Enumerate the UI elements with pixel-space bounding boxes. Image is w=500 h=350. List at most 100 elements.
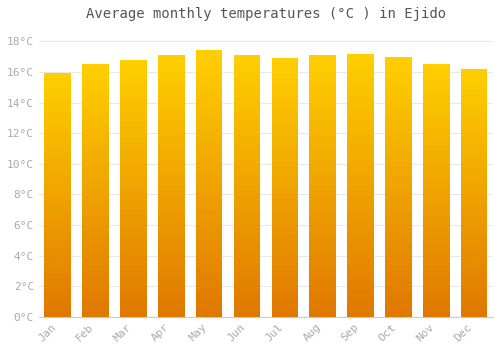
Bar [158,265,184,270]
Bar [461,89,487,94]
Bar [423,287,450,292]
Bar [196,114,222,120]
Bar [423,196,450,201]
Bar [44,273,71,278]
Bar [234,270,260,275]
Bar [272,265,298,270]
Bar [272,275,298,281]
Bar [423,105,450,110]
Bar [82,79,109,84]
Bar [461,213,487,218]
Bar [423,256,450,261]
Bar [44,98,71,103]
Bar [348,117,374,122]
Bar [158,170,184,175]
Bar [234,186,260,191]
Bar [461,99,487,104]
Bar [158,233,184,238]
Bar [461,208,487,213]
Bar [385,83,411,88]
Bar [461,124,487,128]
Bar [196,56,222,61]
Bar [158,306,184,312]
Bar [120,198,146,204]
Bar [196,226,222,232]
Bar [44,112,71,117]
Bar [385,62,411,67]
Bar [385,249,411,254]
Bar [234,249,260,254]
Bar [385,265,411,270]
Bar [44,83,71,88]
Bar [461,158,487,163]
Title: Average monthly temperatures (°C ) in Ejido: Average monthly temperatures (°C ) in Ej… [86,7,446,21]
Bar [423,155,450,160]
Bar [310,123,336,128]
Bar [234,175,260,181]
Bar [82,115,109,120]
Bar [461,237,487,243]
Bar [272,120,298,125]
Bar [234,191,260,196]
Bar [272,156,298,162]
Bar [348,75,374,80]
Bar [385,223,411,228]
Bar [44,132,71,137]
Bar [272,281,298,286]
Bar [385,228,411,233]
Bar [158,249,184,254]
Bar [120,286,146,291]
Bar [44,171,71,176]
Bar [44,302,71,307]
Bar [423,302,450,307]
Bar [82,236,109,241]
Bar [82,130,109,135]
Bar [120,137,146,142]
Bar [120,85,146,91]
Bar [310,81,336,86]
Bar [348,190,374,196]
Bar [158,259,184,265]
Bar [461,133,487,138]
Bar [82,266,109,271]
Bar [234,238,260,244]
Bar [348,106,374,111]
Bar [385,108,411,114]
Bar [461,302,487,307]
Bar [234,217,260,223]
Bar [158,202,184,207]
Bar [272,250,298,255]
Bar [196,162,222,168]
Bar [385,130,411,135]
Bar [348,138,374,143]
Bar [158,160,184,165]
Bar [385,301,411,306]
Bar [461,188,487,193]
Bar [272,162,298,167]
Bar [158,285,184,290]
Bar [272,105,298,110]
Bar [82,287,109,292]
Bar [158,86,184,92]
Bar [272,286,298,291]
Bar [82,84,109,90]
Bar [234,254,260,259]
Bar [120,152,146,158]
Bar [44,142,71,146]
Bar [196,247,222,253]
Bar [234,97,260,102]
Bar [423,110,450,115]
Bar [158,228,184,233]
Bar [272,99,298,105]
Bar [423,181,450,186]
Bar [272,63,298,69]
Bar [272,115,298,120]
Bar [196,280,222,285]
Bar [44,122,71,127]
Bar [82,74,109,79]
Bar [385,197,411,202]
Bar [44,190,71,195]
Bar [196,72,222,77]
Bar [272,188,298,193]
Bar [196,109,222,114]
